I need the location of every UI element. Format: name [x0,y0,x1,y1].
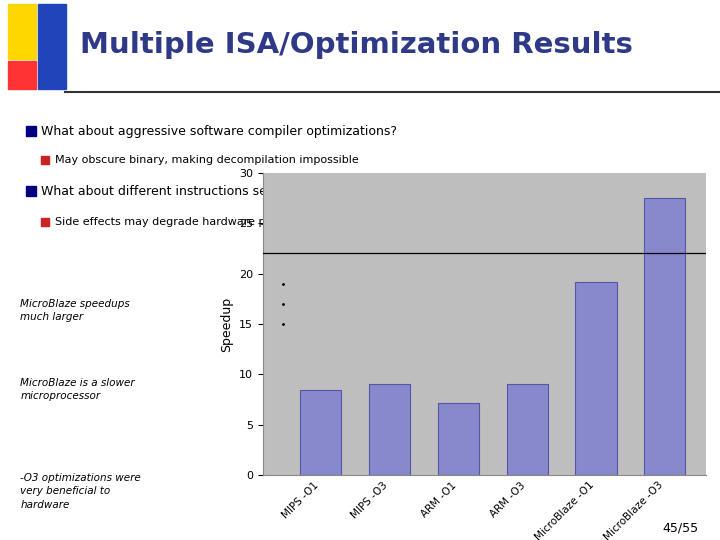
Bar [507,384,548,475]
Text: MicroBlaze speedups
much larger: MicroBlaze speedups much larger [20,299,130,322]
Text: 45/55: 45/55 [662,522,698,535]
Y-axis label: Speedup: Speedup [220,296,233,352]
Bar [38,4,66,89]
Text: MicroBlaze is a slower
microprocessor: MicroBlaze is a slower microprocessor [20,378,135,401]
Bar [300,389,341,475]
Bar [26,126,35,136]
Bar [41,218,49,226]
Bar [369,384,410,475]
Bar [438,403,479,475]
Bar [8,61,36,89]
Bar [644,198,685,475]
Text: May obscure binary, making decompilation impossible: May obscure binary, making decompilation… [55,156,359,165]
Text: Multiple ISA/Optimization Results: Multiple ISA/Optimization Results [80,31,633,59]
Bar [575,282,616,475]
Bar [26,186,35,197]
Bar [41,156,49,164]
Text: Side effects may degrade hardware performance: Side effects may degrade hardware perfor… [55,218,330,227]
Text: What about different instructions sets?: What about different instructions sets? [41,185,285,198]
Text: -O3 optimizations were
very beneficial to
hardware: -O3 optimizations were very beneficial t… [20,473,141,510]
Text: What about aggressive software compiler optimizations?: What about aggressive software compiler … [41,125,397,138]
Bar [8,4,36,59]
